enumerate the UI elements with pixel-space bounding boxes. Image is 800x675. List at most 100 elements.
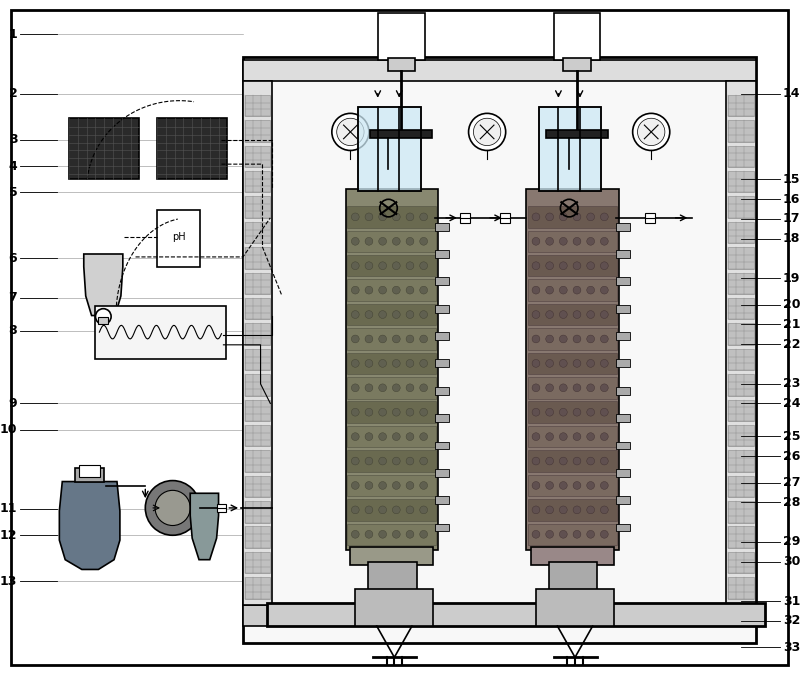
Bar [243,57,756,643]
Circle shape [559,213,567,221]
Circle shape [573,238,581,245]
Circle shape [559,310,567,319]
Bar [245,171,270,192]
Bar [528,304,617,325]
Circle shape [351,360,359,367]
Circle shape [586,531,594,538]
Circle shape [532,384,540,392]
Circle shape [573,457,581,465]
Bar [245,374,270,396]
Bar [616,496,630,504]
Bar [728,425,754,446]
Circle shape [559,262,567,269]
Circle shape [546,531,554,538]
Bar [728,146,754,167]
Circle shape [378,531,386,538]
Circle shape [546,506,554,514]
Bar [728,222,754,243]
Text: 17: 17 [783,213,800,225]
Circle shape [392,506,400,514]
Bar [528,450,617,472]
Circle shape [392,262,400,269]
Circle shape [573,335,581,343]
Bar [435,360,449,367]
Text: 6: 6 [9,252,18,265]
Text: 31: 31 [783,595,800,608]
Circle shape [546,384,554,392]
Bar [549,562,598,591]
Circle shape [406,286,414,294]
Text: 15: 15 [783,173,800,186]
Circle shape [559,408,567,416]
Circle shape [546,262,554,269]
Bar [347,426,436,448]
Circle shape [378,506,386,514]
Bar [358,107,421,190]
Circle shape [378,481,386,489]
Bar [616,441,630,450]
Bar [245,146,270,167]
Circle shape [406,213,414,221]
Bar [616,223,630,231]
Circle shape [351,531,359,538]
Text: 20: 20 [783,298,800,311]
Circle shape [378,457,386,465]
Circle shape [546,310,554,319]
Circle shape [365,433,373,441]
Circle shape [586,238,594,245]
Circle shape [546,238,554,245]
Circle shape [365,310,373,319]
Circle shape [573,408,581,416]
Bar [245,577,270,599]
Circle shape [573,433,581,441]
Bar [245,273,270,294]
Bar [616,277,630,286]
Bar [245,120,270,142]
Circle shape [586,433,594,441]
Circle shape [586,408,594,416]
Circle shape [392,384,400,392]
Circle shape [406,481,414,489]
Bar [728,298,754,319]
Bar [528,426,617,448]
Bar [728,349,754,370]
Text: 26: 26 [783,450,800,462]
Bar [245,552,270,573]
Bar [646,213,655,223]
Text: 28: 28 [783,496,800,509]
Text: 18: 18 [783,232,800,245]
Bar [435,524,449,531]
Circle shape [351,433,359,441]
Bar [347,206,436,227]
Bar [728,577,754,599]
Bar [245,526,270,548]
Circle shape [586,262,594,269]
Bar [728,196,754,218]
Bar [347,450,436,472]
Circle shape [351,384,359,392]
Circle shape [546,408,554,416]
Circle shape [420,481,427,489]
Circle shape [392,360,400,367]
Bar [728,476,754,497]
Circle shape [546,335,554,343]
Circle shape [332,113,369,151]
Bar [728,171,754,192]
Circle shape [559,360,567,367]
Bar [347,499,436,520]
Circle shape [474,118,501,146]
Bar [350,547,434,564]
Bar [528,377,617,398]
Circle shape [573,262,581,269]
Bar [435,250,449,258]
Bar [243,605,756,626]
Bar [563,57,590,72]
Circle shape [420,506,427,514]
Circle shape [406,238,414,245]
Bar [528,524,617,545]
Circle shape [601,481,608,489]
Circle shape [559,433,567,441]
Circle shape [146,481,200,535]
Bar [728,247,754,269]
Circle shape [392,457,400,465]
